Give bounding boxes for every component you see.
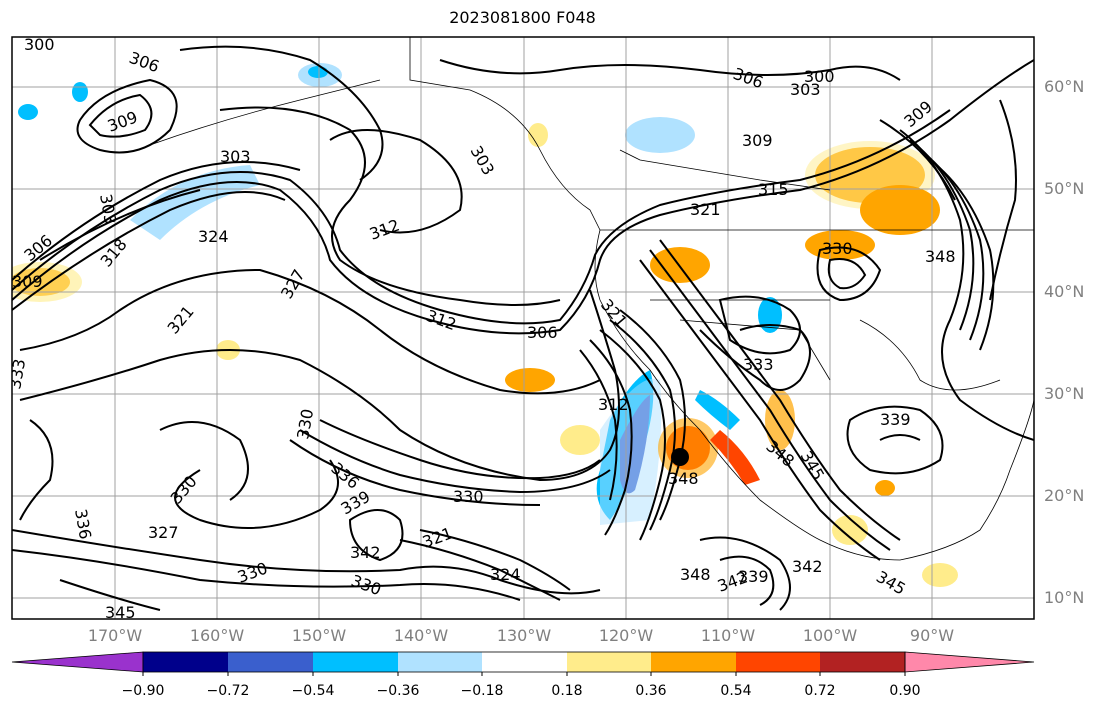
shade-blob	[805, 230, 875, 260]
contour-label: 333	[743, 355, 774, 374]
contour-label: 345	[105, 603, 136, 622]
colorbar-segment	[143, 652, 228, 672]
graticule	[12, 37, 1034, 619]
colorbar-segment	[398, 652, 482, 672]
shade-blob	[650, 247, 710, 283]
shade-blob	[922, 563, 958, 587]
colorbar-extend-min	[11, 651, 144, 673]
lon-label: 170°W	[87, 626, 143, 645]
lat-label: 10°N	[1044, 588, 1085, 607]
shade-blob	[505, 368, 555, 392]
contour-label: 321	[690, 200, 721, 219]
contour-label: 315	[758, 180, 789, 199]
lat-label: 20°N	[1044, 486, 1085, 505]
contour-label: 330	[822, 239, 853, 258]
shade-blob	[130, 165, 260, 240]
colorbar-segment	[228, 652, 313, 672]
shade-blob	[560, 425, 600, 455]
lon-label: 150°W	[291, 626, 347, 645]
contour-label: 303	[220, 147, 251, 166]
contour-label: 324	[198, 227, 229, 246]
shade-blob	[658, 418, 718, 478]
contour-label: 309	[742, 131, 773, 150]
map-title: 2023081800 F048	[449, 8, 596, 27]
shade-blob	[625, 117, 695, 153]
lon-label: 130°W	[496, 626, 552, 645]
contour-label: 327	[148, 523, 179, 542]
contour-label: 300	[804, 67, 835, 86]
shade-blob	[695, 390, 740, 430]
contour-label: 339	[738, 567, 769, 586]
contour-label: 300	[24, 35, 55, 54]
lat-label: 30°N	[1044, 384, 1085, 403]
lat-label: 40°N	[1044, 282, 1085, 301]
shade-blob	[875, 480, 895, 496]
colorbar-tick-label: −0.90	[121, 683, 165, 699]
colorbar-segment	[567, 652, 651, 672]
colorbar-extend-max	[904, 651, 1035, 673]
colorbar-tick-label: −0.18	[460, 683, 504, 699]
lon-label: 100°W	[802, 626, 858, 645]
contour-label: 306	[527, 323, 558, 342]
lon-label: 160°W	[189, 626, 245, 645]
shade-blob	[72, 82, 88, 102]
shade-blob	[860, 185, 940, 235]
contour-label: 348	[925, 247, 956, 266]
contour-lines	[12, 45, 1034, 611]
map-frame	[11, 36, 1035, 620]
contour-label: 330	[453, 487, 484, 506]
lat-label: 60°N	[1044, 77, 1085, 96]
contour-label: 348	[680, 565, 711, 584]
colorbar-tick-label: 0.72	[804, 683, 836, 699]
storm-center-marker	[671, 448, 689, 466]
contour-label: 342	[350, 543, 381, 562]
shade-blob	[765, 390, 795, 450]
colorbar-segment	[736, 652, 820, 672]
colorbar-tick-label: 0.18	[551, 683, 583, 699]
lon-label: 140°W	[393, 626, 449, 645]
contour-label: 324	[490, 565, 521, 584]
colorbar-segment	[651, 652, 736, 672]
contour-label: 348	[668, 469, 699, 488]
shaded-fields	[12, 63, 958, 587]
shade-blob	[18, 104, 38, 120]
shade-blob	[308, 66, 328, 78]
contour-label: 342	[792, 557, 823, 576]
colorbar-segment	[313, 652, 398, 672]
lon-label: 110°W	[700, 626, 756, 645]
colorbar-tick-label: −0.54	[291, 683, 335, 699]
colorbar-tick-label: 0.90	[889, 683, 921, 699]
colorbar-tick-label: −0.72	[206, 683, 250, 699]
lat-label: 50°N	[1044, 179, 1085, 198]
colorbar-tick-label: 0.36	[635, 683, 667, 699]
shade-blob	[832, 515, 868, 545]
shade-blob	[758, 297, 782, 333]
colorbar-frame	[142, 651, 906, 673]
contour-label: 333	[5, 357, 29, 390]
colorbar-tick-label: 0.54	[720, 683, 752, 699]
shade-blob	[710, 430, 760, 485]
colorbar-tick-label: −0.36	[376, 683, 420, 699]
contour-label: 309	[12, 272, 43, 291]
shade-blob	[528, 123, 548, 147]
colorbar	[11, 651, 1035, 676]
contour-label: 339	[880, 410, 911, 429]
contour-label: 303	[790, 80, 821, 99]
colorbar-segment	[820, 652, 905, 672]
lon-label: 120°W	[598, 626, 654, 645]
colorbar-segment	[482, 652, 567, 672]
contour-label: 312	[598, 395, 629, 414]
lon-label: 90°W	[909, 626, 955, 645]
